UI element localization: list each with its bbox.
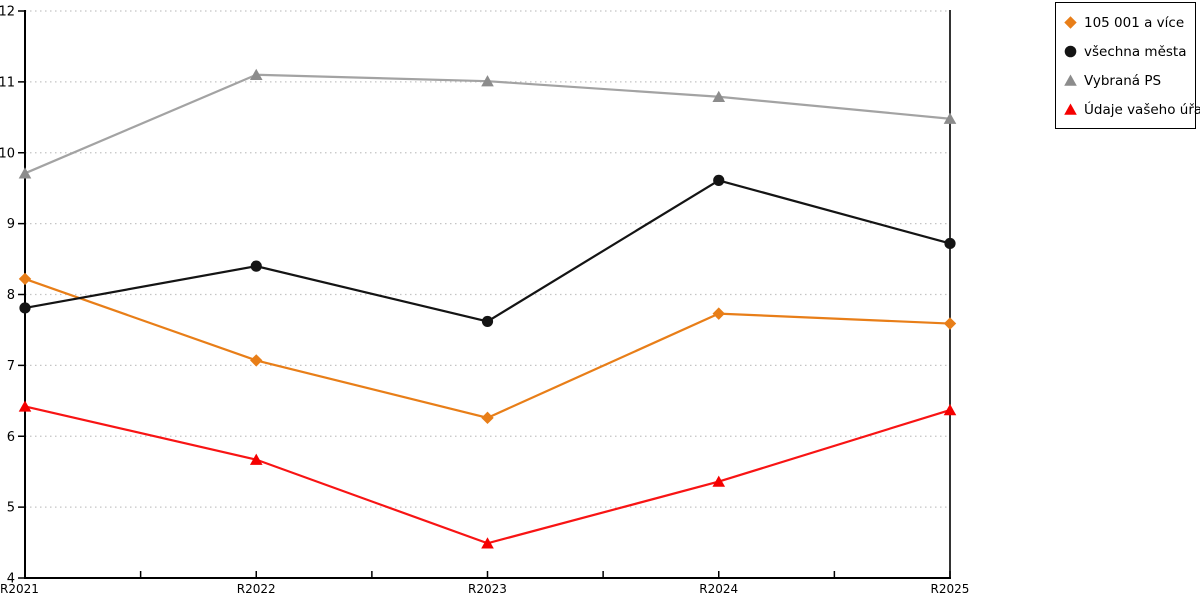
- svg-text:9: 9: [7, 217, 15, 232]
- legend-item-vybrana-ps: Vybraná PS: [1056, 66, 1195, 95]
- svg-text:R2025: R2025: [931, 582, 970, 596]
- legend: 105 001 a více všechna města Vybraná PS …: [1055, 2, 1200, 129]
- legend-label: Vybraná PS: [1084, 72, 1162, 89]
- legend-item-udaje-vaseho-uradu: Údaje vašeho úřadu: [1056, 95, 1200, 124]
- svg-text:R2022: R2022: [237, 582, 276, 596]
- circle-icon: [1064, 45, 1077, 58]
- triangle-icon: [1064, 103, 1077, 115]
- legend-item-105001-a-vice: 105 001 a více: [1056, 8, 1195, 37]
- svg-text:10: 10: [0, 146, 15, 161]
- svg-text:11: 11: [0, 75, 15, 90]
- svg-text:R2023: R2023: [468, 582, 507, 596]
- svg-text:7: 7: [7, 359, 15, 374]
- legend-item-vsechna-mesta: všechna města: [1056, 37, 1195, 66]
- svg-text:4: 4: [7, 572, 15, 587]
- svg-text:6: 6: [7, 430, 15, 445]
- svg-text:8: 8: [7, 288, 15, 303]
- triangle-icon: [1064, 74, 1077, 86]
- svg-text:12: 12: [0, 5, 15, 20]
- svg-text:R2021: R2021: [0, 582, 39, 596]
- diamond-icon: [1064, 16, 1077, 29]
- svg-text:5: 5: [7, 501, 15, 516]
- svg-text:R2024: R2024: [699, 582, 738, 596]
- legend-label: 105 001 a více: [1084, 14, 1185, 31]
- legend-label: všechna města: [1084, 43, 1187, 60]
- legend-label: Údaje vašeho úřadu: [1084, 101, 1200, 118]
